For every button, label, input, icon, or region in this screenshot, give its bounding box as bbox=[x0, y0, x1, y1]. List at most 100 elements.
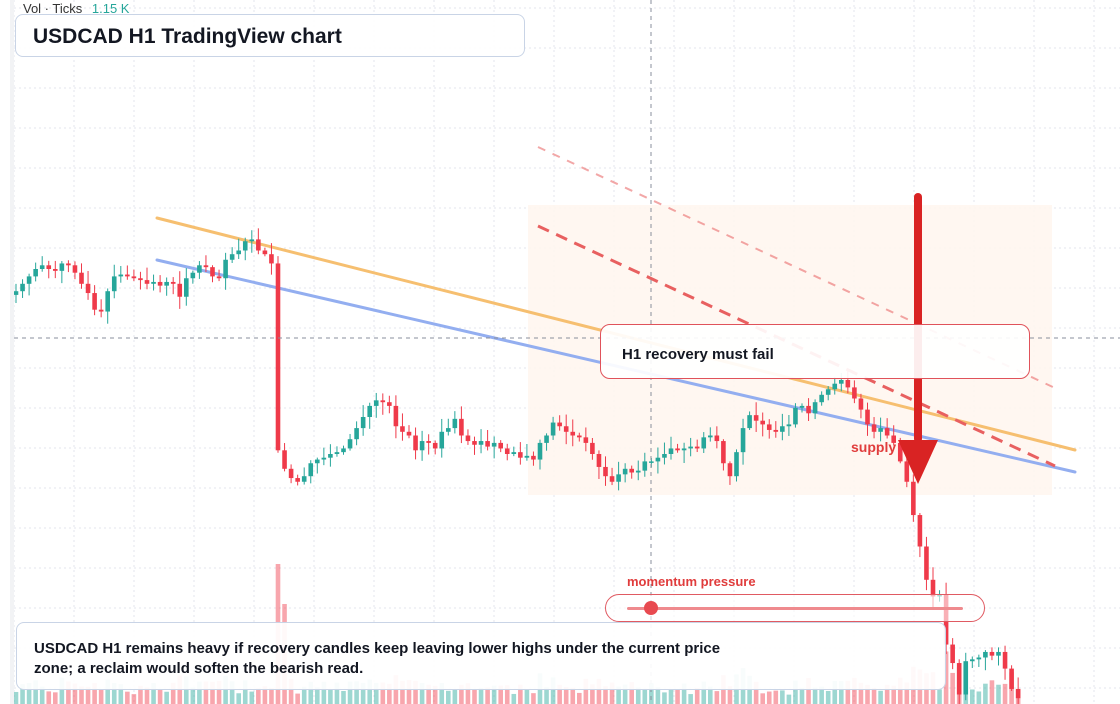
momentum-knob[interactable] bbox=[643, 601, 658, 615]
volume-bar bbox=[845, 680, 851, 704]
volume-bar bbox=[616, 686, 621, 704]
candle-body bbox=[85, 283, 91, 294]
candle-body bbox=[950, 644, 955, 664]
candle-body bbox=[419, 441, 425, 451]
volume-bar bbox=[839, 681, 844, 704]
candle-body bbox=[400, 426, 405, 432]
candle-body bbox=[131, 276, 137, 279]
volume-bar bbox=[347, 681, 353, 704]
volume-bar bbox=[983, 683, 988, 704]
volume-bar bbox=[360, 682, 366, 704]
candle-body bbox=[334, 452, 340, 454]
volume-readout-label: Vol · Ticks bbox=[23, 1, 83, 16]
volume-bar bbox=[125, 691, 130, 704]
candle-body bbox=[393, 405, 399, 427]
volume-bar bbox=[301, 686, 307, 704]
volume-bar bbox=[53, 692, 58, 704]
volume-bar bbox=[210, 681, 215, 704]
candle-body bbox=[727, 463, 733, 477]
candle-body bbox=[871, 424, 877, 432]
volume-bar bbox=[66, 681, 71, 704]
candle-body bbox=[753, 415, 759, 421]
volume-bar bbox=[26, 682, 32, 704]
volume-readout: Vol · Ticks 1.15 K bbox=[23, 1, 129, 16]
candle-body bbox=[347, 439, 353, 449]
volume-bar bbox=[681, 683, 687, 704]
candle-body bbox=[269, 254, 274, 264]
volume-bar bbox=[446, 690, 451, 704]
volume-readout-value: 1.15 K bbox=[91, 1, 130, 16]
volume-bar bbox=[524, 689, 530, 704]
candle-body bbox=[839, 380, 844, 384]
candle-body bbox=[288, 468, 294, 479]
candle-body bbox=[321, 457, 327, 460]
volume-bar bbox=[544, 687, 549, 704]
volume-bar bbox=[943, 651, 949, 704]
supply-zone-label: supply bbox=[851, 439, 897, 455]
volume-bar bbox=[164, 691, 169, 704]
volume-bar bbox=[387, 683, 392, 704]
volume-bar bbox=[550, 677, 556, 704]
candle-body bbox=[773, 429, 779, 432]
volume-bar bbox=[472, 689, 477, 704]
volume-bar bbox=[825, 690, 831, 704]
candle-body bbox=[262, 250, 268, 255]
volume-bar bbox=[865, 684, 870, 704]
volume-bar bbox=[380, 682, 386, 704]
volume-bar bbox=[649, 683, 654, 704]
volume-bar bbox=[708, 686, 713, 704]
candle-body bbox=[491, 442, 497, 447]
volume-bar bbox=[976, 691, 982, 704]
volume-bar bbox=[1002, 683, 1008, 704]
volume-bar bbox=[766, 691, 772, 704]
volume-bar bbox=[819, 686, 824, 704]
candle-body bbox=[590, 442, 595, 454]
volume-bar bbox=[85, 686, 91, 704]
volume-bar bbox=[256, 688, 261, 704]
candle-body bbox=[583, 437, 589, 443]
candle-body bbox=[426, 441, 431, 443]
candle-body bbox=[1002, 651, 1008, 669]
volume-bar bbox=[452, 689, 458, 704]
volume-bar bbox=[858, 682, 864, 704]
volume-bar bbox=[315, 687, 320, 704]
candle-body bbox=[766, 424, 772, 430]
volume-bar bbox=[884, 684, 890, 704]
candle-body bbox=[760, 420, 765, 425]
candle-body bbox=[963, 661, 969, 695]
volume-bar bbox=[563, 687, 569, 704]
volume-bar bbox=[773, 690, 779, 704]
candle-body bbox=[891, 435, 896, 443]
volume-bar bbox=[590, 684, 595, 704]
volume-bar bbox=[760, 693, 765, 704]
left-edge bbox=[10, 0, 14, 704]
candle-body bbox=[878, 428, 883, 432]
volume-bar bbox=[989, 680, 995, 704]
volume-bar bbox=[197, 681, 202, 704]
volume-bar bbox=[557, 684, 562, 704]
candle-body bbox=[229, 254, 235, 260]
candle-body bbox=[832, 383, 838, 390]
candle-body bbox=[819, 394, 824, 403]
volume-bar bbox=[583, 678, 589, 704]
volume-bar bbox=[118, 684, 124, 704]
volume-bar bbox=[878, 690, 883, 704]
candle-body bbox=[46, 265, 52, 269]
volume-bar bbox=[242, 680, 248, 704]
candle-body bbox=[747, 415, 752, 429]
volume-bar bbox=[33, 680, 38, 704]
candle-body bbox=[793, 407, 798, 425]
volume-bar bbox=[354, 681, 359, 704]
candle-body bbox=[249, 239, 255, 242]
candle-body bbox=[33, 269, 38, 277]
candle-body bbox=[203, 265, 209, 268]
volume-bar bbox=[727, 686, 733, 704]
candle-body bbox=[315, 459, 320, 464]
candle-body bbox=[629, 468, 634, 473]
candle-body bbox=[1015, 688, 1021, 699]
volume-bar bbox=[596, 678, 602, 704]
volume-bar bbox=[832, 680, 838, 704]
candle-body bbox=[151, 281, 156, 284]
volume-bar bbox=[367, 679, 372, 704]
candle-body bbox=[563, 426, 569, 432]
